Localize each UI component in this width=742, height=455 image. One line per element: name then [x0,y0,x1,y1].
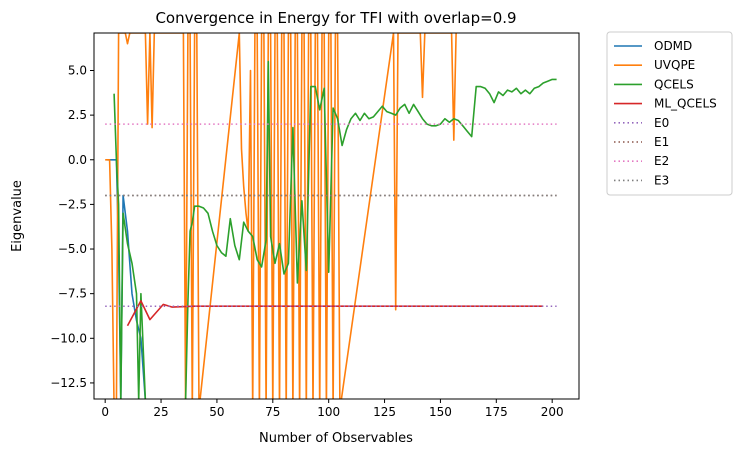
x-tick-label: 50 [209,405,224,419]
y-tick-label: −12.5 [50,376,87,390]
legend-label-odmd: ODMD [654,39,692,53]
y-tick-label: −10.0 [50,331,87,345]
legend-label-e0: E0 [654,116,669,130]
y-axis-label: Eigenvalue [10,180,25,252]
legend-label-e2: E2 [654,154,669,168]
series-line-qcels [113,60,557,399]
legend: ODMD UVQPE QCELS ML_QCELS E0 E1 E2 E3 [606,31,733,196]
x-tick-label: 150 [429,405,452,419]
x-axis-label: Number of Observables [259,431,413,446]
y-tick-label: 5.0 [68,63,87,77]
legend-label-uvqpe: UVQPE [654,58,695,72]
legend-label-e1: E1 [654,135,669,149]
x-tick-label: 75 [265,405,280,419]
y-tick-label: −5.0 [58,242,87,256]
x-tick-label: 200 [541,405,564,419]
legend-label-qcels: QCELS [654,77,694,91]
series-line-ml-qcels [126,299,544,327]
x-tick-label: 175 [485,405,508,419]
x-tick-label: 25 [153,405,168,419]
y-tick-label: 2.5 [68,108,87,122]
x-axis-ticks: 0 25 50 75 100 125 150 175 200 [101,399,564,419]
y-tick-label: −2.5 [58,197,87,211]
series-layer [105,33,557,399]
y-tick-label: 0.0 [68,153,87,167]
series-line-uvqpe [105,33,457,399]
x-tick-label: 100 [317,405,340,419]
legend-frame [606,31,733,196]
y-tick-label: −7.5 [58,287,87,301]
x-tick-label: 0 [101,405,109,419]
plot-frame [93,32,580,400]
y-axis-ticks: −12.5 −10.0 −7.5 −5.0 −2.5 0.0 2.5 5.0 [50,63,94,390]
legend-label-ml-qcels: ML_QCELS [654,97,717,111]
chart-title: Convergence in Energy for TFI with overl… [155,9,516,27]
x-tick-label: 125 [373,405,396,419]
legend-label-e3: E3 [654,173,669,187]
